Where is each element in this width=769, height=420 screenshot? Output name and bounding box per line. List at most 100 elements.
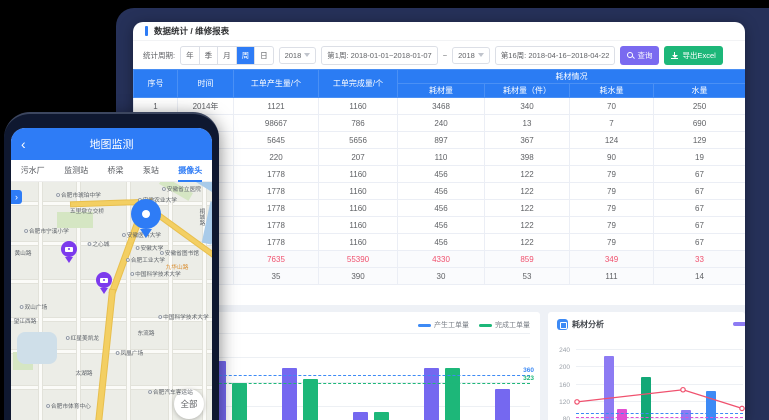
- map-label: 桐城路: [198, 208, 204, 226]
- back-icon[interactable]: ‹: [21, 136, 26, 152]
- gridline: [576, 366, 743, 368]
- table-cell: 7635: [233, 250, 319, 268]
- camera-icon: [100, 277, 108, 283]
- export-excel-button[interactable]: 导出Excel: [664, 45, 723, 65]
- map-label: 合肥市琥珀中学: [56, 190, 101, 199]
- map-label: 东流路: [137, 331, 155, 337]
- gridline: [576, 400, 743, 402]
- tab-污水厂[interactable]: 污水厂: [20, 166, 45, 175]
- table-cell: 340: [484, 97, 570, 115]
- range-separator: ~: [442, 50, 448, 60]
- table-cell: 456: [397, 165, 485, 183]
- table-cell: 67: [653, 216, 745, 234]
- table-cell: 79: [569, 233, 654, 251]
- legend-label: 产生工单量: [434, 322, 469, 329]
- map-label: 五里墩立交桥: [69, 209, 105, 215]
- table-cell: 79: [569, 216, 654, 234]
- poi-icon: [122, 233, 126, 238]
- poi-icon: [160, 251, 164, 256]
- axis-tick-label: 200: [559, 364, 570, 372]
- table-cell: 122: [484, 233, 570, 251]
- period-label: 统计周期:: [143, 50, 176, 60]
- end-year-select[interactable]: 2018: [452, 46, 490, 64]
- table-cell: 67: [653, 199, 745, 217]
- period-option-年[interactable]: 年: [186, 50, 194, 60]
- map-view[interactable]: › 全部 合肥市琥珀中学 安徽农业大学 安徽省立医院 五里墩立交桥 合肥市宁溪小学 安徽医…: [11, 182, 212, 420]
- period-option-日[interactable]: 日: [254, 46, 273, 64]
- start-year-select[interactable]: 2018: [278, 46, 317, 64]
- end-week-input[interactable]: 第16周: 2018-04-16~2018-04-22: [494, 45, 616, 65]
- table-row: 42202071103989019: [133, 148, 745, 166]
- map-label: 九华山路: [165, 265, 189, 271]
- expand-icon[interactable]: ›: [11, 190, 22, 204]
- query-button[interactable]: 查询: [620, 45, 660, 65]
- tab-摄像头[interactable]: 摄像头: [178, 163, 203, 182]
- data-point-marker: [680, 386, 686, 393]
- table-cell: 14: [653, 267, 745, 285]
- map-label: 凤凰广场: [115, 348, 143, 357]
- legend-swatch-clipped: [733, 322, 745, 326]
- table-cell: 79: [569, 182, 654, 200]
- camera-pin[interactable]: [61, 241, 77, 263]
- data-point-marker: [739, 405, 745, 412]
- map-label: 中国科学技术大学: [158, 312, 209, 321]
- map-label: 安徽省图书馆: [160, 248, 199, 257]
- table-cell: 122: [484, 216, 570, 234]
- axis-tick-label: 80: [562, 416, 570, 420]
- table-row: 356455656897367124129: [133, 131, 745, 149]
- table-cell: 349: [569, 250, 654, 268]
- poi-icon: [148, 390, 152, 395]
- table-cell: 55390: [318, 250, 398, 268]
- phone-mockup: ‹ 地图监测 污水厂 监测站 桥梁 泵站 摄像头: [4, 112, 219, 420]
- map-label: 安徽省立医院: [162, 184, 201, 193]
- table-cell: 67: [653, 233, 745, 251]
- bar: [424, 368, 439, 420]
- poi-icon: [162, 187, 166, 192]
- selected-camera-pin[interactable]: [131, 199, 161, 238]
- bar: [617, 408, 627, 420]
- period-option-季[interactable]: 季: [198, 46, 218, 64]
- highway: [95, 289, 115, 420]
- map-label: 合肥汽车客运站: [148, 387, 193, 396]
- table-cell: 456: [397, 216, 485, 234]
- table-cell: 67: [653, 165, 745, 183]
- table-cell: 207: [318, 148, 398, 166]
- legend-swatch: [418, 323, 431, 327]
- gridline: [189, 357, 530, 359]
- table-cell: 90: [569, 148, 654, 166]
- col-time-header: 时间: [177, 69, 234, 98]
- road: [77, 182, 80, 420]
- dashboard-panel: 数据统计 / 维修报表 统计周期: 年季月周日 2018 第1周: 2018-0…: [133, 22, 745, 420]
- table-cell: 5656: [318, 131, 398, 149]
- map-label: 合肥工业大学: [126, 255, 165, 264]
- road: [127, 182, 130, 420]
- road: [39, 182, 42, 420]
- camera-pin[interactable]: [96, 272, 112, 294]
- poi-icon: [19, 305, 24, 310]
- axis-tick-label: 120: [559, 398, 570, 406]
- table-row: 298667786240137690: [133, 114, 745, 132]
- table-cell: 5645: [233, 131, 319, 149]
- end-year-value: 2018: [458, 50, 475, 60]
- start-week-value: 第1周: 2018-01-01~2018-01-07: [327, 50, 432, 60]
- period-option-周[interactable]: 周: [235, 46, 255, 64]
- bar: [445, 368, 460, 420]
- table-cell: 250: [653, 97, 745, 115]
- search-icon: [627, 52, 634, 58]
- average-ref-line: [576, 416, 743, 418]
- tab-桥梁[interactable]: 桥梁: [107, 166, 124, 175]
- map-label: 红星美凯龙: [65, 333, 99, 342]
- trend-line: [574, 386, 745, 412]
- map-label: 合肥市宁溪小学: [24, 226, 69, 235]
- start-week-input[interactable]: 第1周: 2018-01-01~2018-01-07: [321, 45, 438, 65]
- tab-监测站[interactable]: 监测站: [64, 166, 89, 175]
- all-button[interactable]: 全部: [174, 389, 204, 419]
- chart-title: 耗材分析: [572, 320, 604, 329]
- tab-泵站[interactable]: 泵站: [142, 166, 159, 175]
- road: [11, 386, 212, 389]
- table-cell: 456: [397, 199, 485, 217]
- table-cell: 67: [653, 182, 745, 200]
- period-option-月[interactable]: 月: [217, 46, 236, 64]
